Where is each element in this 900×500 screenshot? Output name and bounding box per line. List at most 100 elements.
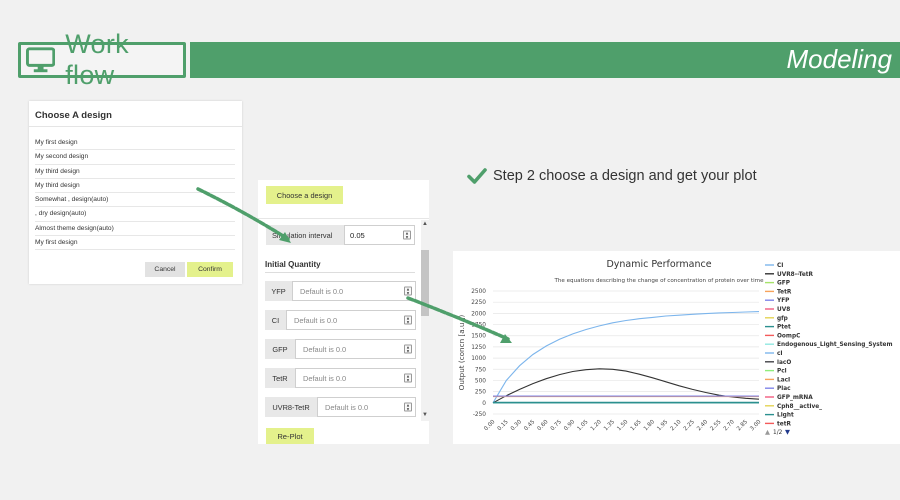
x-tick-label: 2.55 — [709, 419, 722, 432]
quantity-input[interactable]: Default is 0.0 ▲ ▼ — [295, 368, 416, 388]
cancel-button[interactable]: Cancel — [145, 262, 185, 277]
quantity-row-uvr8-tetr: UVR8-TetR Default is 0.0 ▲ ▼ — [265, 397, 416, 417]
quantity-placeholder: Default is 0.0 — [303, 344, 347, 354]
x-tick-label: 1.35 — [603, 419, 616, 432]
legend-item: Ptet — [777, 325, 791, 331]
divider — [258, 218, 429, 219]
scroll-down-icon[interactable]: ▼ — [422, 412, 428, 418]
modeling-banner: Modeling — [190, 42, 900, 78]
quantity-row-ci: CI Default is 0.0 ▲ ▼ — [265, 310, 416, 330]
quantity-input[interactable]: Default is 0.0 ▲ ▼ — [292, 281, 416, 301]
design-list: My first design My second design My thir… — [35, 136, 235, 251]
checkmark-icon — [467, 168, 487, 184]
dialog-title: Choose A design — [29, 101, 242, 127]
design-list-item[interactable]: Somewhat , design(auto) — [35, 193, 235, 208]
quantity-row-tetr: TetR Default is 0.0 ▲ ▼ — [265, 368, 416, 388]
spinner-icon[interactable]: ▲ ▼ — [404, 373, 412, 383]
x-tick-label: 1.65 — [630, 419, 643, 432]
quantity-row-yfp: YFP Default is 0.0 ▲ ▼ — [265, 281, 416, 301]
confirm-button[interactable]: Confirm — [187, 262, 233, 277]
simulation-interval-row: Simulation interval 0.05 ▲ ▼ — [266, 225, 415, 245]
legend-item: Endogenous_Light_Sensing_System — [777, 342, 893, 348]
x-tick-label: 1.20 — [590, 419, 603, 432]
series-line-uvr8--tetr — [492, 368, 760, 404]
design-list-item[interactable]: My third design — [35, 165, 235, 179]
legend-prev-icon: ▲ — [765, 428, 770, 436]
chart-canvas: Dynamic Performance The equations describ… — [457, 259, 893, 436]
spinner-icon[interactable]: ▲ ▼ — [404, 344, 412, 354]
quantity-placeholder: Default is 0.0 — [303, 373, 347, 383]
spinner-icon[interactable]: ▲ ▼ — [404, 286, 412, 296]
legend-item: GFP_mRNA — [777, 395, 813, 401]
step-text: Step 2 choose a design and get your plot — [493, 168, 757, 184]
legend-item: UV8 — [777, 307, 790, 313]
design-list-item[interactable]: My first design — [35, 236, 235, 251]
spinner-icon[interactable]: ▲ ▼ — [404, 402, 412, 412]
quantity-row-gfp: GFP Default is 0.0 ▲ ▼ — [265, 339, 416, 359]
x-tick-label: 0.00 — [483, 419, 496, 432]
quantity-input[interactable]: Default is 0.0 ▲ ▼ — [295, 339, 416, 359]
x-tick-label: 0.45 — [523, 419, 536, 432]
legend-item: CI — [777, 263, 783, 269]
y-tick-label: -250 — [473, 412, 486, 418]
y-tick-label: 1000 — [471, 356, 486, 362]
x-tick-label: 1.50 — [616, 419, 629, 432]
quantity-placeholder: Default is 0.0 — [325, 402, 369, 412]
y-tick-label: 500 — [475, 378, 486, 384]
quantity-input[interactable]: Default is 0.0 ▲ ▼ — [317, 397, 416, 417]
spinner-icon[interactable]: ▲ ▼ — [403, 230, 411, 240]
y-tick-label: 750 — [475, 367, 486, 373]
x-tick-label: 0.30 — [510, 419, 523, 432]
series-line-ci — [492, 311, 760, 404]
initial-quantity-heading: Initial Quantity — [265, 260, 321, 269]
workflow-banner-inner: Work flow — [21, 29, 183, 90]
simulation-interval-input[interactable]: 0.05 ▲ ▼ — [344, 225, 415, 245]
legend-page: 1/2 — [773, 430, 783, 436]
dynamic-performance-chart: Dynamic Performance The equations describ… — [453, 251, 900, 444]
design-list-item[interactable]: My second design — [35, 150, 235, 165]
legend-item: Plac — [777, 386, 791, 392]
scroll-up-icon[interactable]: ▲ — [422, 221, 428, 227]
quantity-label: UVR8-TetR — [265, 397, 317, 417]
x-tick-label: 2.40 — [696, 419, 709, 432]
chart-subtitle: The equations describing the change of c… — [553, 278, 764, 284]
legend-item: Light — [777, 413, 794, 419]
y-tick-label: 0 — [482, 401, 486, 407]
quantity-placeholder: Default is 0.0 — [294, 315, 338, 325]
scrollbar-thumb[interactable] — [421, 250, 429, 316]
monitor-icon — [26, 47, 56, 73]
modeling-title: Modeling — [786, 44, 892, 74]
x-tick-label: 0.75 — [550, 419, 563, 432]
divider — [265, 272, 415, 273]
x-tick-label: 2.85 — [736, 419, 749, 432]
simulation-interval-value: 0.05 — [350, 230, 365, 240]
legend-item: cI — [777, 351, 783, 357]
quantity-panel: Choose a design Simulation interval 0.05… — [258, 180, 429, 444]
replot-button[interactable]: Re-Plot — [266, 428, 314, 444]
y-tick-label: 1750 — [471, 323, 486, 329]
legend-item: gfp — [777, 316, 788, 322]
legend-item: UVR8--TetR — [777, 272, 814, 278]
design-list-item[interactable]: My first design — [35, 136, 235, 151]
quantity-label: CI — [265, 310, 286, 330]
chart-title: Dynamic Performance — [606, 259, 711, 270]
x-tick-label: 2.25 — [683, 419, 696, 432]
x-tick-label: 1.05 — [576, 419, 589, 432]
x-tick-label: 1.95 — [656, 419, 669, 432]
design-list-item[interactable]: Almost theme design(auto) — [35, 222, 235, 237]
design-list-item[interactable]: , dry design(auto) — [35, 207, 235, 222]
spinner-icon[interactable]: ▲ ▼ — [404, 315, 412, 325]
workflow-banner: Work flow — [18, 29, 186, 90]
choose-design-button[interactable]: Choose a design — [266, 186, 343, 204]
design-list-item[interactable]: My third design — [35, 179, 235, 194]
legend-item: LacI — [777, 377, 790, 383]
quantity-input[interactable]: Default is 0.0 ▲ ▼ — [286, 310, 416, 330]
x-tick-label: 1.80 — [643, 419, 656, 432]
x-tick-label: 0.90 — [563, 419, 576, 432]
x-tick-label: 0.60 — [537, 419, 550, 432]
x-tick-label: 0.15 — [497, 419, 510, 432]
x-tick-label: 3.00 — [749, 419, 762, 432]
x-tick-label: 2.70 — [723, 419, 736, 432]
y-tick-label: 2000 — [471, 311, 486, 317]
legend-item: YFP — [776, 298, 790, 304]
